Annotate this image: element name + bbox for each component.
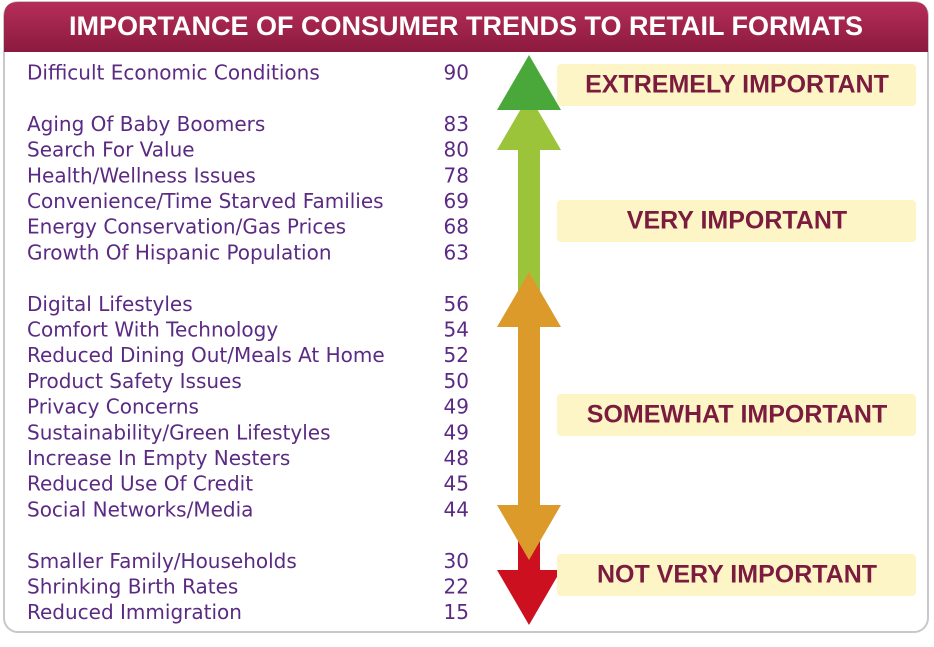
trend-score: 63 [444, 240, 469, 264]
trend-name: Smaller Family/Households [27, 549, 297, 573]
header-bar [4, 2, 928, 52]
arrow-head [497, 570, 561, 625]
trend-score: 50 [444, 369, 469, 393]
trend-score: 22 [444, 575, 469, 599]
trend-score: 44 [444, 497, 469, 521]
trend-name: Health/Wellness Issues [27, 163, 256, 187]
arrow-shaft [518, 140, 540, 300]
trend-name: Social Networks/Media [27, 497, 253, 521]
trend-score: 49 [444, 395, 469, 419]
arrow-head [497, 55, 561, 110]
label-box [557, 200, 916, 242]
trend-score: 56 [444, 292, 469, 316]
trend-name: Growth Of Hispanic Population [27, 240, 332, 264]
importance-label: EXTREMELY IMPORTANT [585, 71, 889, 99]
label-box [557, 394, 916, 436]
arrows [497, 55, 561, 625]
rows: Difficult Economic Conditions 90 Aging Of … [27, 61, 469, 625]
labels: EXTREMELY IMPORTANT VERY IMPORTANT SOMEWHA… [557, 64, 916, 596]
trend-score: 78 [444, 163, 469, 187]
trend-name: Convenience/Time Starved Families [27, 189, 384, 213]
trend-score: 30 [444, 549, 469, 573]
trend-name: Aging Of Baby Boomers [27, 112, 265, 136]
trend-name: Shrinking Birth Rates [27, 575, 238, 599]
trend-name: Energy Conservation/Gas Prices [27, 215, 346, 239]
importance-label: SOMEWHAT IMPORTANT [587, 401, 887, 429]
arrow-head [497, 505, 561, 560]
arrow-head [497, 95, 561, 150]
trend-score: 49 [444, 420, 469, 444]
trend-name: Difficult Economic Conditions [27, 61, 320, 85]
trend-score: 48 [444, 446, 469, 470]
trend-name: Reduced Use Of Credit [27, 472, 253, 496]
trend-score: 80 [444, 138, 469, 162]
arrow-shaft [518, 320, 540, 510]
trend-score: 15 [444, 600, 469, 624]
trend-name: Product Safety Issues [27, 369, 242, 393]
trend-name: Increase In Empty Nesters [27, 446, 290, 470]
trend-name: Privacy Concerns [27, 395, 199, 419]
title: IMPORTANCE OF CONSUMER TRENDS TO RETAIL … [69, 11, 863, 41]
trend-score: 90 [444, 61, 469, 85]
importance-label: NOT VERY IMPORTANT [597, 561, 877, 589]
arrow-head [497, 272, 561, 327]
trend-score: 68 [444, 215, 469, 239]
label-box [557, 554, 916, 596]
trend-score: 54 [444, 318, 469, 342]
trend-score: 45 [444, 472, 469, 496]
trend-name: Reduced Immigration [27, 600, 242, 624]
trend-name: Comfort With Technology [27, 318, 278, 342]
label-box [557, 64, 916, 106]
trend-name: Digital Lifestyles [27, 292, 193, 316]
trend-score: 83 [444, 112, 469, 136]
trend-score: 52 [444, 343, 469, 367]
trend-name: Search For Value [27, 138, 195, 162]
importance-label: VERY IMPORTANT [627, 207, 847, 235]
trend-score: 69 [444, 189, 469, 213]
trend-name: Reduced Dining Out/Meals At Home [27, 343, 385, 367]
trend-name: Sustainability/Green Lifestyles [27, 420, 331, 444]
